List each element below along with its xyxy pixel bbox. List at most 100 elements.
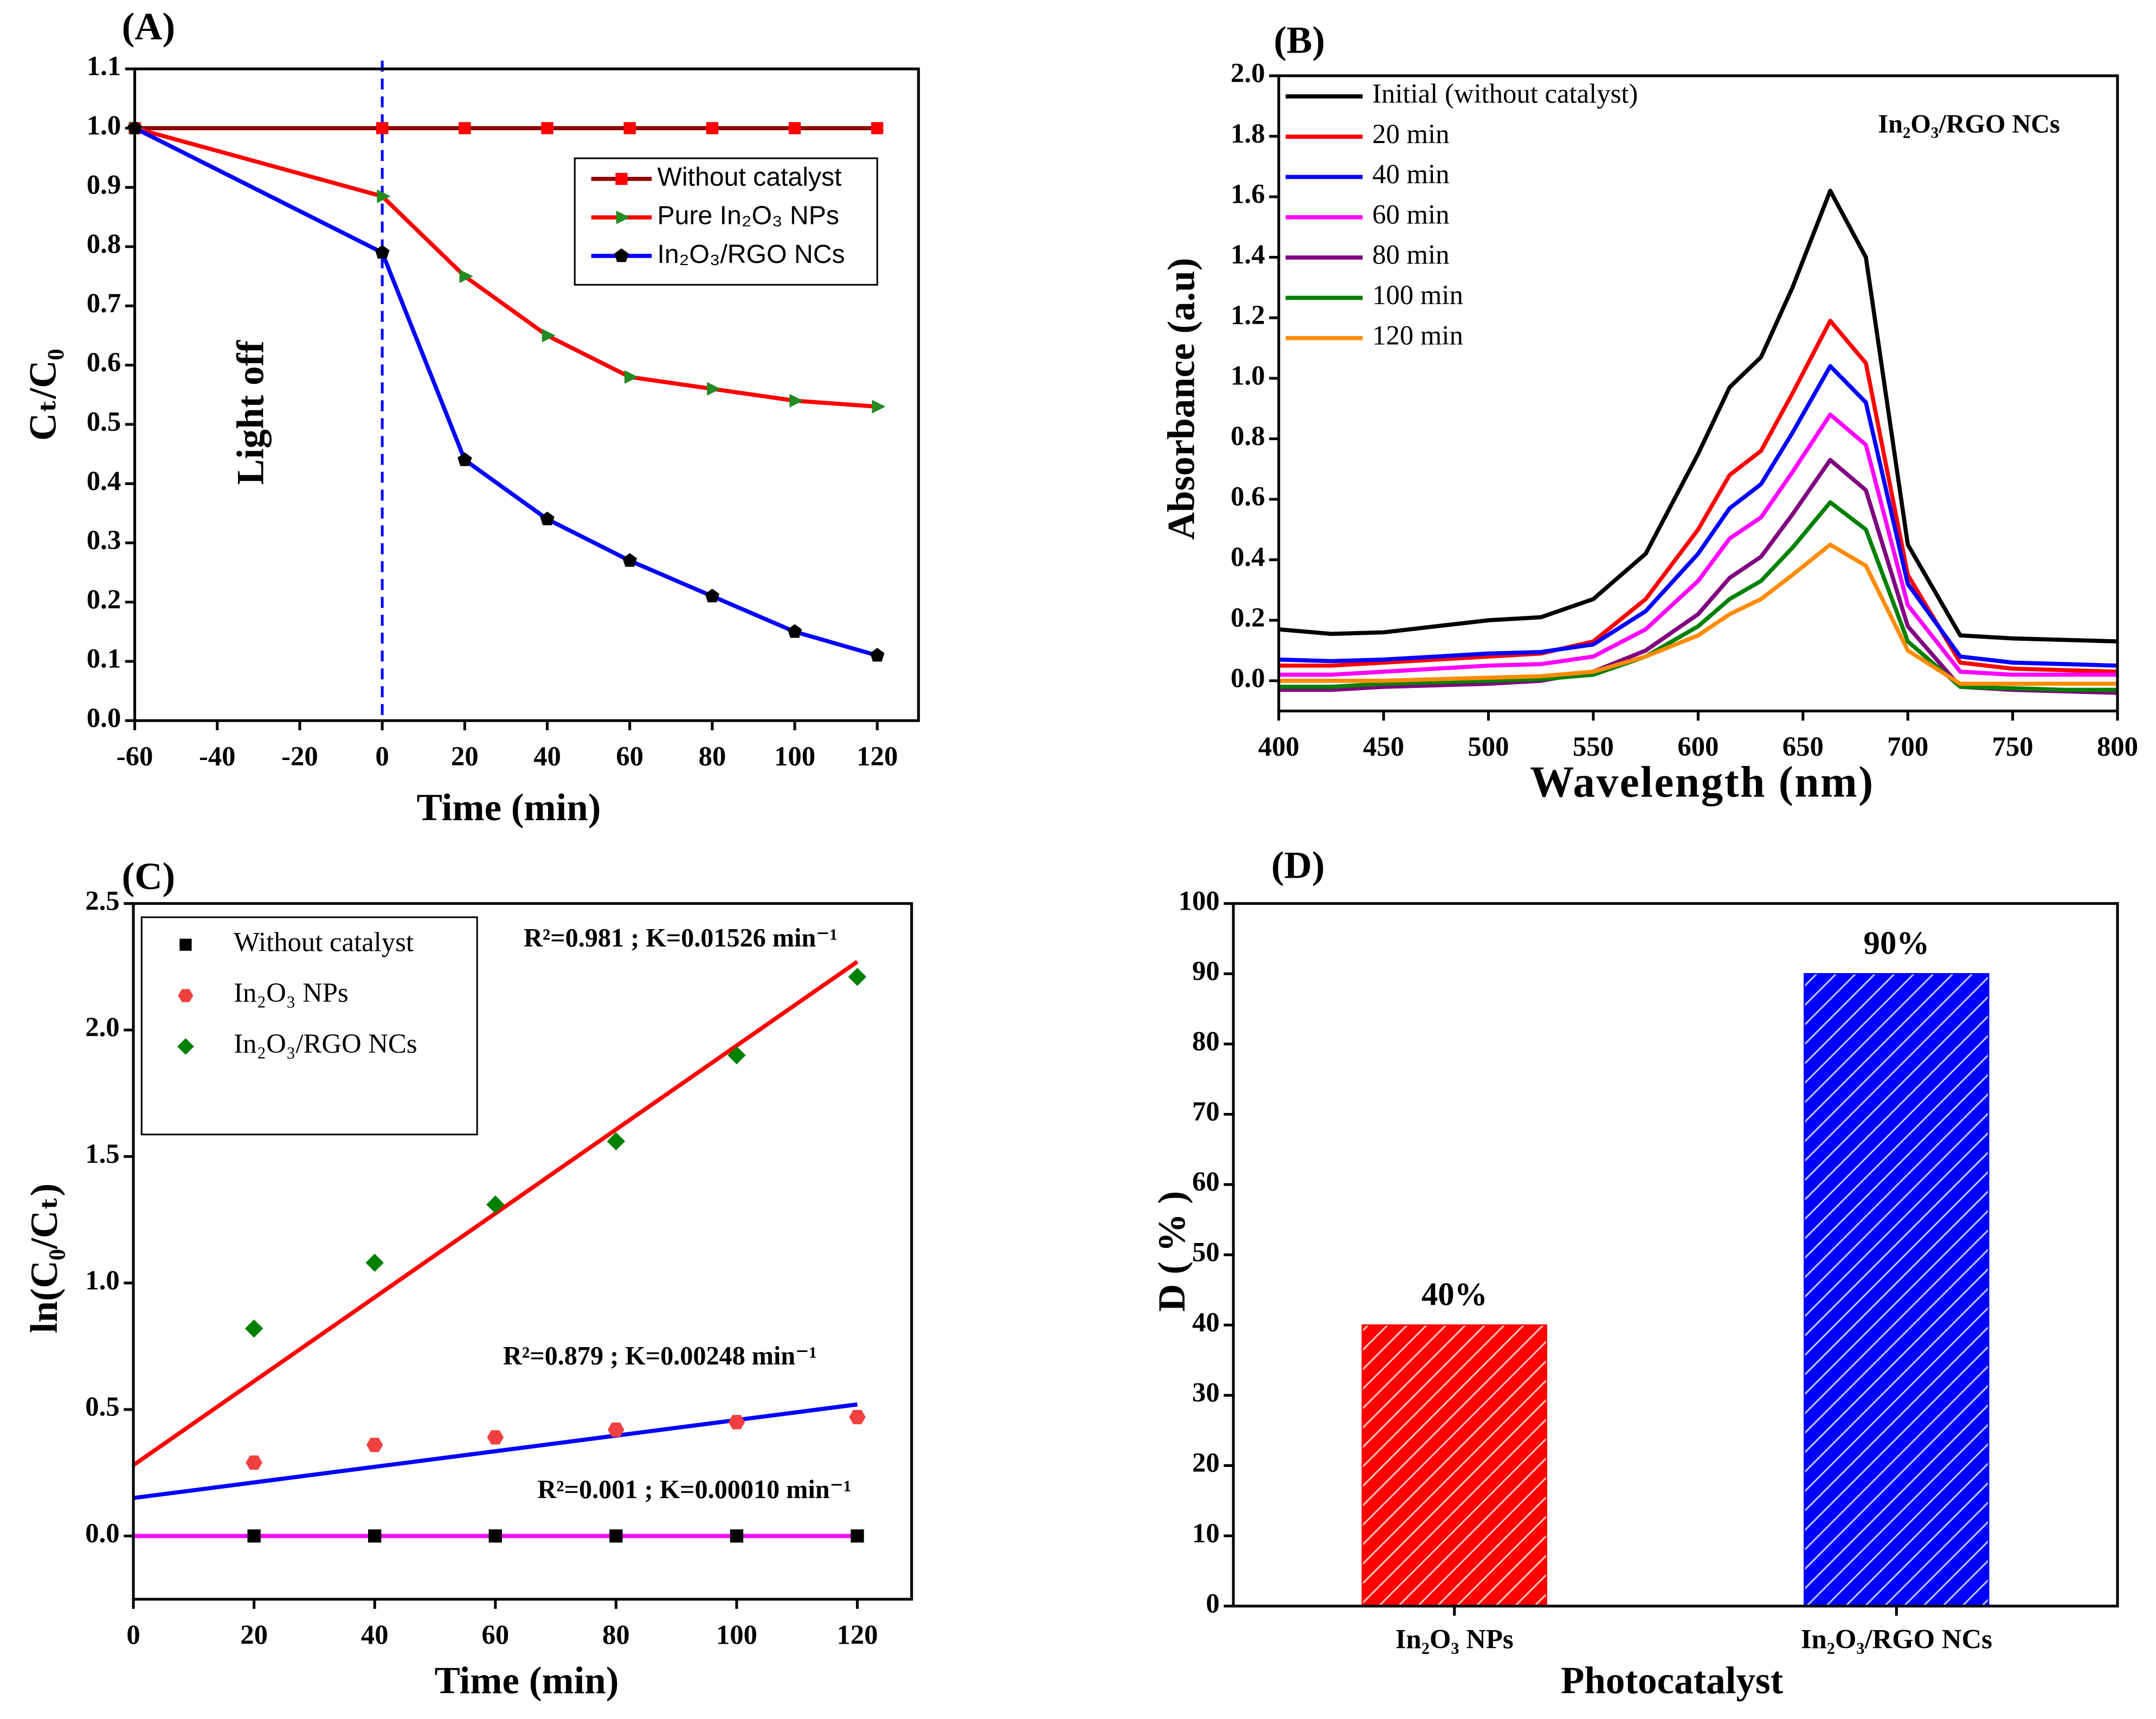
y-tick-label: 0.6 <box>87 347 121 377</box>
y-tick-label: 50 <box>1192 1237 1220 1267</box>
legend-label: Pure In₂O₃ NPs <box>657 201 839 230</box>
y-tick-label: 0.6 <box>1231 481 1265 512</box>
plot-frame <box>1232 902 2119 1608</box>
x-tick-label: 100 <box>716 1620 757 1650</box>
marker <box>368 1529 382 1543</box>
x-tick-label: -60 <box>117 741 153 771</box>
legend-label: 20 min <box>1372 119 1449 149</box>
x-tick-label: 60 <box>481 1620 509 1650</box>
x-axis-label: Time (min) <box>417 787 601 829</box>
value-label: 90% <box>1863 925 1929 962</box>
marker <box>459 269 473 284</box>
x-tick-label: 0 <box>375 741 389 771</box>
marker <box>540 511 555 526</box>
marker <box>541 122 554 134</box>
y-tick-label: 1.0 <box>85 1265 119 1295</box>
y-axis-label: ln(C₀/Cₜ) <box>23 1183 66 1333</box>
marker <box>377 189 391 203</box>
marker <box>615 172 628 185</box>
annotation: R²=0.001 ; K=0.00010 min⁻¹ <box>537 1475 851 1504</box>
x-tick-label: 80 <box>698 741 726 771</box>
marker <box>623 122 636 134</box>
marker <box>870 648 885 662</box>
y-tick-label: 1.2 <box>1231 300 1265 330</box>
y-tick-label: 0.2 <box>87 584 121 614</box>
legend-label: In₂O₃/RGO NCs <box>234 1028 417 1059</box>
marker <box>728 1046 746 1065</box>
x-tick-label: 400 <box>1258 731 1299 762</box>
line <box>1278 542 2118 686</box>
legend-label: 40 min <box>1372 159 1449 189</box>
line <box>134 126 878 409</box>
x-tick-label: 80 <box>602 1620 630 1650</box>
y-tick-label: 40 <box>1192 1307 1220 1337</box>
marker <box>624 370 638 384</box>
x-tick-label: -20 <box>281 741 318 771</box>
x-tick-label: In₂O₃/RGO NCs <box>1801 1624 1992 1654</box>
marker <box>616 210 630 224</box>
marker <box>375 244 390 259</box>
marker <box>177 1038 194 1055</box>
marker <box>788 122 801 134</box>
marker <box>614 248 629 262</box>
marker <box>848 968 867 986</box>
legend-label: Without catalyst <box>234 926 414 957</box>
y-tick-label: 0.4 <box>87 466 121 496</box>
y-tick-label: 1.5 <box>85 1138 119 1169</box>
marker <box>488 1529 502 1543</box>
y-tick-label: 0 <box>1206 1588 1219 1618</box>
legend-label: Initial (without catalyst) <box>1372 78 1638 108</box>
line <box>133 126 878 658</box>
y-tick-label: 0.0 <box>85 1518 119 1548</box>
y-axis-label: Cₜ/C₀ <box>22 349 65 441</box>
annotation: R²=0.879 ; K=0.00248 min⁻¹ <box>503 1342 817 1370</box>
legend-label: Without catalyst <box>657 163 842 192</box>
annotation: R²=0.981 ; K=0.01526 min⁻¹ <box>524 924 838 952</box>
x-tick-label: 450 <box>1363 731 1404 762</box>
legend-label: 80 min <box>1372 240 1449 270</box>
marker <box>872 400 886 414</box>
y-tick-label: 0.7 <box>87 288 121 318</box>
panel-title: (B) <box>1274 20 1325 62</box>
marker <box>246 1455 262 1470</box>
y-tick-label: 1.4 <box>1231 239 1265 269</box>
x-tick-label: 0 <box>126 1620 140 1650</box>
marker <box>787 624 802 638</box>
y-tick-label: 2.0 <box>85 1012 119 1042</box>
y-tick-label: 1.0 <box>1231 360 1265 390</box>
marker <box>458 452 472 466</box>
x-tick-label: In₂O₃ NPs <box>1395 1624 1514 1654</box>
line <box>1278 500 2118 692</box>
legend-box <box>140 916 478 1136</box>
y-tick-label: 0.0 <box>87 703 121 733</box>
x-tick-label: -40 <box>199 741 236 771</box>
marker <box>178 989 194 1002</box>
y-tick-label: 1.1 <box>87 51 121 81</box>
plot-frame <box>133 67 920 722</box>
x-axis-label: Photocatalyst <box>1561 1660 1784 1702</box>
y-tick-label: 0.3 <box>87 525 121 555</box>
marker <box>730 1529 744 1543</box>
panel-title: (A) <box>122 5 176 48</box>
marker <box>376 122 389 134</box>
x-tick-label: 550 <box>1573 731 1614 762</box>
y-tick-label: 0.4 <box>1231 542 1265 572</box>
marker <box>851 1529 864 1543</box>
y-tick-label: 90 <box>1192 956 1220 986</box>
y-tick-label: 80 <box>1192 1026 1220 1057</box>
marker <box>871 122 884 134</box>
x-tick-label: 20 <box>240 1620 268 1650</box>
y-tick-label: 0.2 <box>1231 602 1265 633</box>
x-axis-label: Wavelength (nm) <box>1530 758 1874 807</box>
x-tick-label: 40 <box>533 741 561 771</box>
plot-frame <box>1277 74 2119 713</box>
y-axis-label: Absorbance (a.u) <box>1161 257 1203 540</box>
x-tick-label: 650 <box>1782 731 1824 762</box>
y-tick-label: 0.1 <box>87 643 121 674</box>
y-tick-label: 70 <box>1192 1096 1220 1126</box>
x-tick-label: 100 <box>774 741 815 771</box>
bar <box>1804 973 1990 1607</box>
marker <box>487 1430 504 1445</box>
x-tick-label: 20 <box>451 741 479 771</box>
